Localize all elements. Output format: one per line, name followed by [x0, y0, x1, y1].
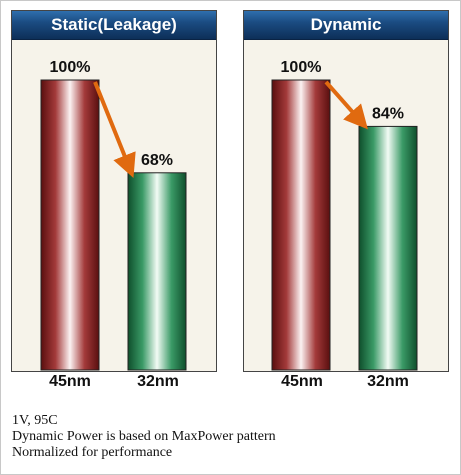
- value-label-static-32nm: 68%: [141, 152, 173, 169]
- footnotes: 1V, 95C Dynamic Power is based on MaxPow…: [12, 413, 276, 461]
- bar-static-32nm: [127, 172, 187, 371]
- arrow-static: [93, 81, 136, 178]
- x-tick-dynamic-32nm: 32nm: [367, 373, 409, 390]
- x-tick-static-45nm: 45nm: [49, 373, 91, 390]
- bar-dynamic-32nm: [358, 125, 418, 371]
- footnote-conditions: 1V, 95C: [12, 413, 58, 428]
- value-label-dynamic-32nm: 84%: [372, 105, 404, 122]
- footnote-dynamic-power: Dynamic Power is based on MaxPower patte…: [12, 429, 276, 444]
- chart-title-dynamic: Dynamic: [244, 11, 448, 40]
- chart-title-static: Static(Leakage): [12, 11, 216, 40]
- x-tick-dynamic-45nm: 45nm: [281, 373, 323, 390]
- arrow-dynamic: [324, 80, 368, 130]
- bar-dynamic-45nm: [271, 79, 331, 371]
- x-tick-static-32nm: 32nm: [137, 373, 179, 390]
- value-label-static-45nm: 100%: [50, 59, 91, 76]
- footnote-normalization: Normalized for performance: [12, 445, 173, 460]
- bar-static-45nm: [40, 79, 100, 371]
- value-label-dynamic-45nm: 100%: [281, 59, 322, 76]
